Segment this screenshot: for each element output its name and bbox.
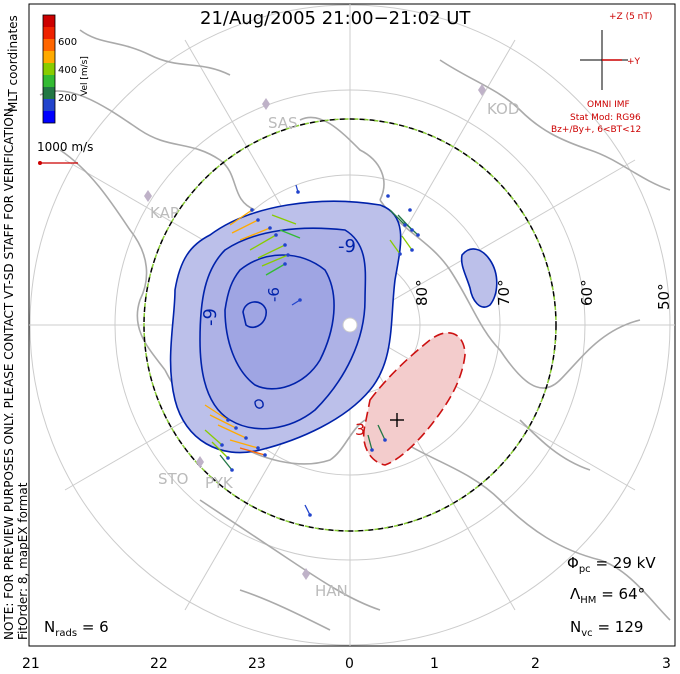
mlt-tick-23: 23 <box>248 656 266 672</box>
hmb-boundary-accent <box>143 118 557 532</box>
station-pyk: PYK <box>205 474 233 492</box>
negative-cell-dot <box>254 399 264 409</box>
phi-pc-value: = 29 kV <box>595 554 656 572</box>
n-vc-stat: Nvc = 129 <box>570 618 643 639</box>
lambda-hm-stat: ΛHM = 64° <box>570 585 645 606</box>
lat-label-50: 50° <box>655 283 673 310</box>
phi-pc-symbol: Φ <box>567 554 579 572</box>
pole-marker <box>342 317 358 333</box>
negative-cell-inner <box>224 254 335 390</box>
mlt-tick-3: 3 <box>662 656 671 672</box>
phi-pc-stat: Φpc = 29 kV <box>567 554 656 575</box>
verification-note: NOTE: FOR PREVIEW PURPOSES ONLY. PLEASE … <box>2 104 16 640</box>
station-kap: KAP <box>150 204 179 222</box>
phi-pc-subscript: pc <box>578 564 591 575</box>
station-sas: SAS <box>268 114 298 132</box>
fit-order-note: FitOrder: 8, mapEX format <box>16 482 30 640</box>
contour-label-pos: 3 <box>355 420 366 439</box>
station-kod: KOD <box>487 100 520 118</box>
station-han: HAN <box>315 582 348 600</box>
imf-source: OMNI IMF <box>587 100 630 110</box>
station-sto: STO <box>158 470 189 488</box>
imf-y-label: +Y <box>627 57 641 67</box>
n-vc-value: = 129 <box>597 618 644 636</box>
n-rads-symbol: N <box>44 618 56 636</box>
imf-condition: Bz+/By+, 6<BT<12 <box>551 125 642 135</box>
mlt-tick-0: 0 <box>345 656 354 672</box>
imf-stat-mod: Stat Mod: RG96 <box>570 113 641 123</box>
colorbar-label: Vel [m/s] <box>80 56 90 96</box>
imf-z-label: +Z (5 nT) <box>609 12 653 22</box>
positive-cell <box>363 332 466 466</box>
lambda-hm-symbol: Λ <box>570 585 581 603</box>
n-rads-subscript: rads <box>55 628 78 639</box>
colorbar-tick-600: 600 <box>58 37 78 48</box>
lat-label-70: 70° <box>495 279 513 306</box>
mlt-tick-21: 21 <box>22 656 40 672</box>
vector-origins <box>220 190 420 517</box>
colorbar-tick-200: 200 <box>58 93 78 104</box>
n-rads-value: = 6 <box>81 618 109 636</box>
n-vc-symbol: N <box>570 618 582 636</box>
lambda-hm-value: = 64° <box>601 585 646 603</box>
lat-label-60: 60° <box>578 279 596 306</box>
colorbar-tick-400: 400 <box>58 65 78 76</box>
station-markers <box>144 84 486 580</box>
hmb-boundary <box>143 118 557 532</box>
mlt-coordinates-label: MLT coordinates <box>6 15 20 112</box>
colorbar <box>42 14 56 124</box>
map-title: 21/Aug/2005 21:00−21:02 UT <box>200 8 471 29</box>
contour-label-neg-1: -9 <box>338 236 356 257</box>
reference-vector-origin <box>38 161 42 165</box>
mlt-tick-22: 22 <box>150 656 168 672</box>
mlt-tick-2: 2 <box>531 656 540 672</box>
lambda-hm-subscript: HM <box>580 595 597 606</box>
negative-cell-small <box>460 248 498 308</box>
contour-label-neg-2: -9 <box>200 308 221 326</box>
lat-label-80: 80° <box>413 279 431 306</box>
n-vc-subscript: vc <box>581 628 593 639</box>
n-rads-stat: Nrads = 6 <box>44 618 109 639</box>
coastlines <box>39 29 671 631</box>
negative-cell-core <box>242 301 267 329</box>
mlt-tick-1: 1 <box>430 656 439 672</box>
contour-label-neg-3: -6 <box>265 287 283 302</box>
reference-vector-label: 1000 m/s <box>37 140 94 154</box>
